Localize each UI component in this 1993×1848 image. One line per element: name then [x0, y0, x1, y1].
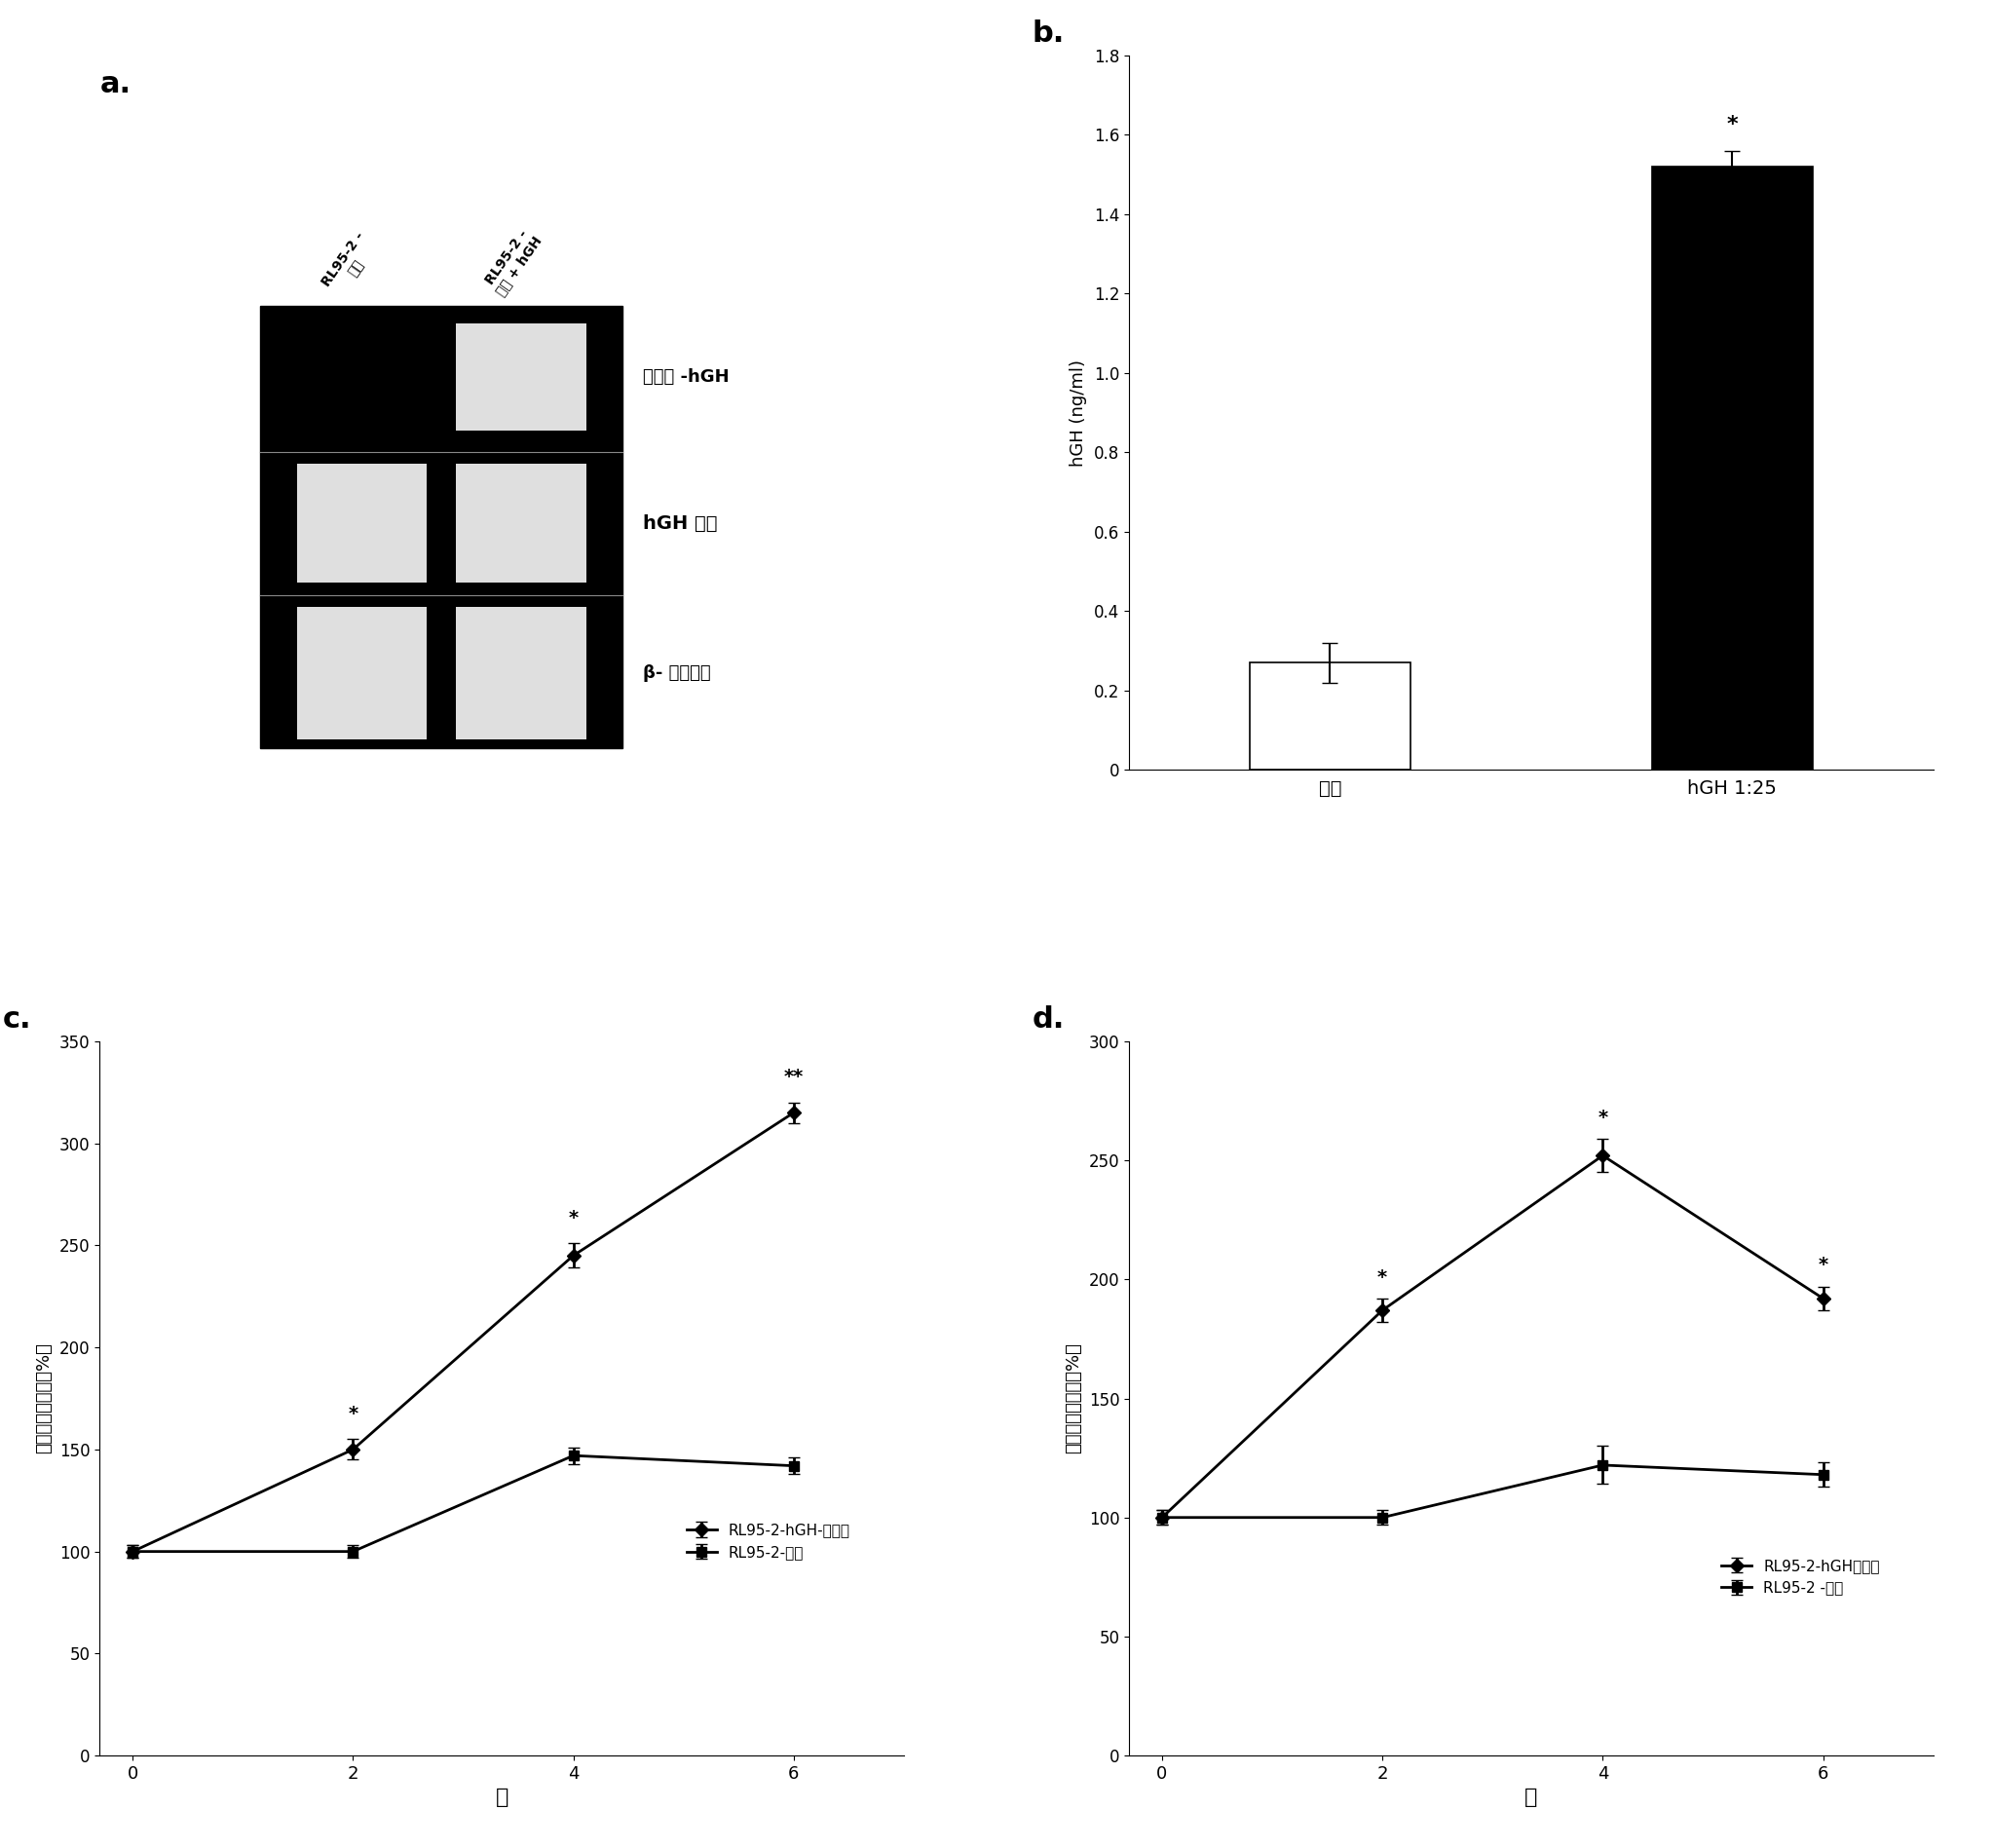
Text: *: *: [1818, 1257, 1828, 1275]
Bar: [297, 464, 427, 582]
Bar: [1652, 166, 1812, 771]
Legend: RL95-2-hGH稳定的, RL95-2 -载体: RL95-2-hGH稳定的, RL95-2 -载体: [1716, 1552, 1885, 1602]
Text: β- 机动蛋白: β- 机动蛋白: [642, 665, 710, 682]
Text: d.: d.: [1032, 1005, 1064, 1033]
Text: *: *: [568, 1209, 578, 1227]
Y-axis label: 细胞的生存能力（%）: 细胞的生存能力（%）: [1064, 1343, 1082, 1454]
X-axis label: 天: 天: [1525, 1789, 1539, 1807]
X-axis label: 天: 天: [494, 1789, 508, 1807]
Text: RL95-2 -
载体: RL95-2 - 载体: [319, 229, 381, 298]
Text: *: *: [1377, 1268, 1387, 1286]
Text: hGH 受体: hGH 受体: [642, 514, 717, 532]
Text: RL95-2 -
载体 + hGH: RL95-2 - 载体 + hGH: [480, 225, 544, 298]
Y-axis label: hGH (ng/ml): hGH (ng/ml): [1070, 359, 1086, 466]
Bar: [456, 606, 586, 739]
Text: b.: b.: [1032, 20, 1064, 48]
Text: *: *: [349, 1404, 359, 1423]
Bar: [1250, 663, 1411, 771]
Legend: RL95-2-hGH-稳定的, RL95-2-载体: RL95-2-hGH-稳定的, RL95-2-载体: [682, 1517, 857, 1565]
Text: *: *: [1598, 1109, 1608, 1127]
Bar: [456, 464, 586, 582]
Text: *: *: [1726, 115, 1738, 135]
Bar: [297, 606, 427, 739]
Text: a.: a.: [100, 70, 132, 98]
Bar: [261, 305, 622, 748]
Text: **: **: [783, 1068, 803, 1087]
Text: c.: c.: [4, 1005, 32, 1033]
Text: 自分泌 -hGH: 自分泌 -hGH: [642, 368, 729, 386]
Bar: [456, 323, 586, 431]
Y-axis label: 细胞的生存能力（%）: 细胞的生存能力（%）: [36, 1343, 52, 1454]
